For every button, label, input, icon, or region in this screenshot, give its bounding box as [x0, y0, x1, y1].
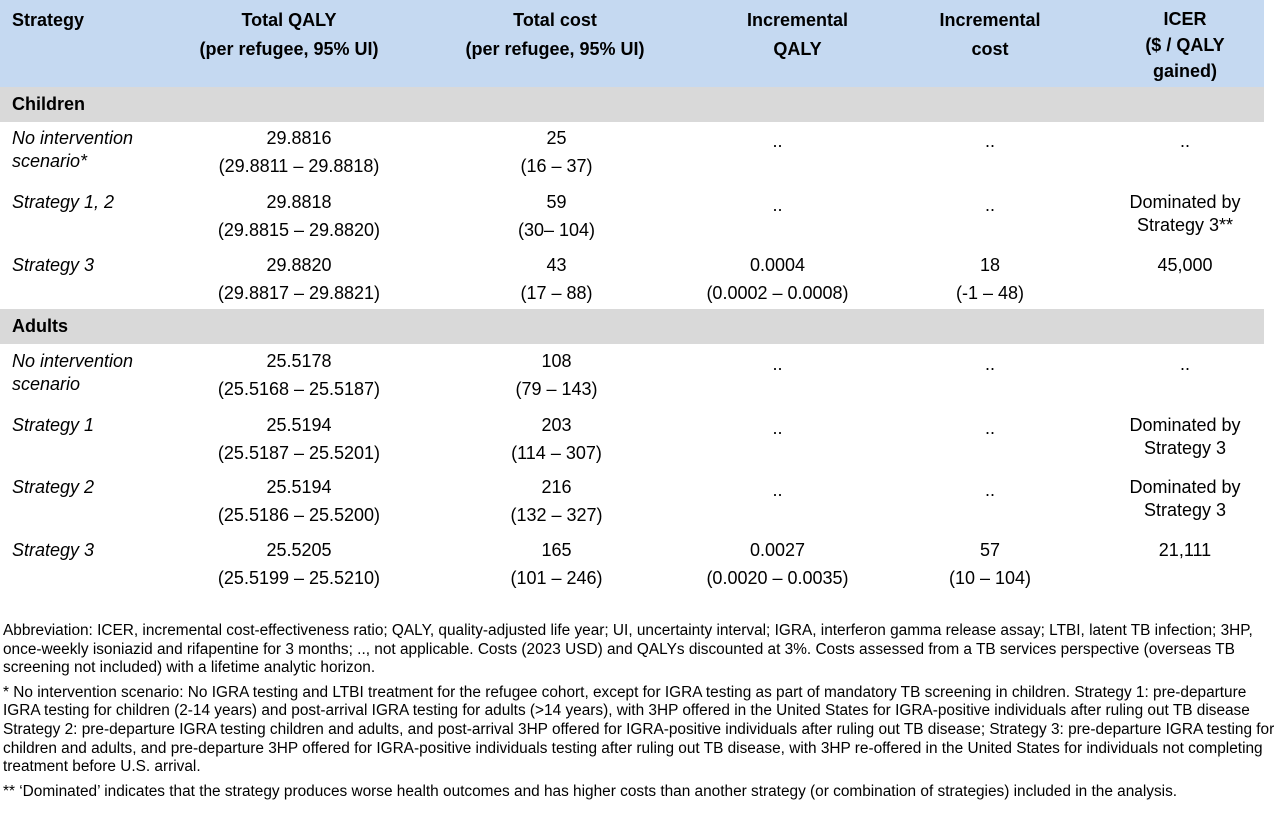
row-total-qaly: 25.5178 (25.5168 – 25.5187) — [217, 351, 381, 399]
header-icer: ICER ($ / QALY gained) — [1145, 9, 1225, 81]
row-incremental-qaly: .. — [772, 195, 783, 215]
group-adults: Adults — [0, 309, 1264, 344]
row-icer: .. — [1179, 354, 1190, 374]
row-icer: Dominated by Strategy 3 — [1129, 477, 1241, 520]
row-icer: .. — [1179, 131, 1190, 151]
row-total-cost: 43 (17 – 88) — [520, 255, 593, 303]
row-total-qaly: 25.5205 (25.5199 – 25.5210) — [217, 540, 381, 588]
header-incremental-qaly: Incremental QALY — [746, 10, 849, 59]
header-total-qaly: Total QALY (per refugee, 95% UI) — [199, 10, 379, 59]
footnote-no-intervention: * No intervention scenario: No IGRA test… — [3, 683, 1275, 776]
row-total-qaly: 29.8818 (29.8815 – 29.8820) — [217, 192, 381, 240]
group-children: Children — [0, 87, 1264, 122]
row-incremental-qaly: .. — [772, 418, 783, 438]
row-icer: 21,111 — [1158, 540, 1212, 560]
row-incremental-cost: .. — [984, 418, 995, 438]
row-total-cost: 216 (132 – 327) — [510, 477, 603, 525]
row-strategy: Strategy 1, 2 — [12, 192, 115, 212]
row-strategy: Strategy 3 — [12, 540, 95, 560]
row-incremental-cost: .. — [984, 131, 995, 151]
row-strategy: Strategy 3 — [12, 255, 95, 275]
table-header: Strategy Total QALY (per refugee, 95% UI)… — [0, 0, 1264, 87]
row-total-cost: 25 (16 – 37) — [520, 128, 593, 176]
row-incremental-qaly: .. — [772, 131, 783, 151]
row-incremental-qaly: 0.0004 (0.0002 – 0.0008) — [706, 255, 849, 303]
row-total-qaly: 25.5194 (25.5187 – 25.5201) — [217, 415, 381, 463]
row-strategy: Strategy 1 — [12, 415, 95, 435]
row-incremental-cost: 57 (10 – 104) — [948, 540, 1032, 588]
row-incremental-qaly: .. — [772, 480, 783, 500]
row-total-cost: 59 (30– 104) — [517, 192, 596, 240]
row-incremental-cost: .. — [984, 354, 995, 374]
footnote-dominated: ** ‘Dominated’ indicates that the strate… — [3, 782, 1178, 800]
row-total-cost: 203 (114 – 307) — [511, 415, 602, 463]
table-notes: Abbreviation: ICER, incremental cost-eff… — [3, 622, 1278, 801]
header-total-cost: Total cost (per refugee, 95% UI) — [465, 10, 645, 59]
row-incremental-cost: .. — [984, 480, 995, 500]
row-strategy: Strategy 2 — [12, 477, 95, 497]
header-incremental-cost: Incremental cost — [939, 10, 1041, 59]
row-total-cost: 165 (101 – 246) — [510, 540, 603, 588]
row-strategy: No intervention scenario — [12, 351, 134, 394]
row-total-qaly: 29.8820 (29.8817 – 29.8821) — [217, 255, 381, 303]
abbreviation-note: Abbreviation: ICER, incremental cost-eff… — [3, 622, 1253, 677]
row-icer: 45,000 — [1157, 255, 1213, 275]
row-incremental-qaly: .. — [772, 354, 783, 374]
row-incremental-cost: 18 (-1 – 48) — [955, 255, 1025, 303]
row-incremental-cost: .. — [984, 195, 995, 215]
row-incremental-qaly: 0.0027 (0.0020 – 0.0035) — [706, 540, 849, 588]
row-total-cost: 108 (79 – 143) — [515, 351, 598, 399]
row-icer: Dominated by Strategy 3** — [1129, 192, 1241, 235]
row-icer: Dominated by Strategy 3 — [1129, 415, 1241, 458]
row-strategy: No intervention scenario* — [12, 128, 134, 171]
row-total-qaly: 29.8816 (29.8811 – 29.8818) — [218, 128, 380, 176]
header-strategy: Strategy — [12, 10, 85, 30]
row-total-qaly: 25.5194 (25.5186 – 25.5200) — [217, 477, 381, 525]
